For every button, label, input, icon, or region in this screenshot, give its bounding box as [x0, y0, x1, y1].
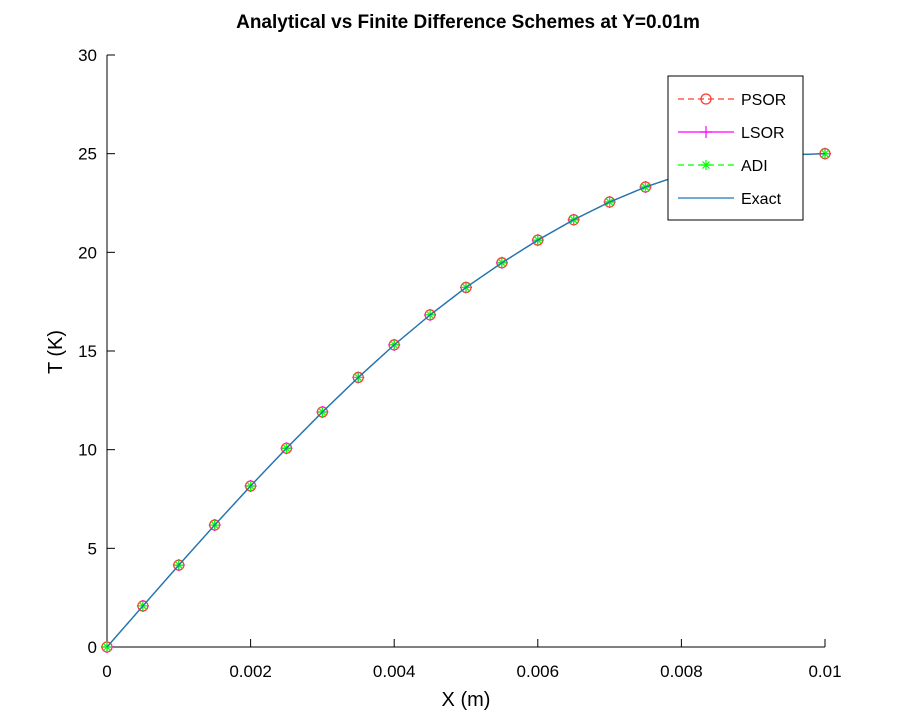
legend-item-psor: PSOR [678, 92, 786, 109]
x-tick-label: 0.01 [808, 662, 841, 681]
y-tick-label: 20 [78, 243, 97, 262]
y-tick-label: 25 [78, 145, 97, 164]
data-point-plus [700, 126, 712, 138]
series-exact [106, 152, 826, 648]
x-tick-label: 0.006 [517, 662, 560, 681]
axes: 0 0.002 0.004 0.006 0.008 0.01 0 5 10 15 20 25 30 [78, 46, 841, 681]
legend-item-adi: ADI [678, 158, 768, 175]
y-tick-label: 30 [78, 46, 97, 65]
legend-label: LSOR [741, 125, 785, 142]
legend-label: PSOR [741, 92, 786, 109]
series-layer [101, 147, 831, 653]
y-tick-label: 15 [78, 342, 97, 361]
data-point-asterisk [820, 148, 830, 159]
legend: PSOR LSOR ADI Exact [667, 75, 804, 221]
x-tick-label: 0.008 [660, 662, 703, 681]
series-adi [102, 148, 830, 652]
y-tick-label: 0 [88, 638, 97, 657]
data-point-asterisk [701, 160, 711, 170]
data-point-circle [700, 93, 712, 105]
x-tick-label: 0.004 [373, 662, 416, 681]
legend-label: Exact [741, 191, 782, 208]
x-tick-label: 0 [102, 662, 111, 681]
series-line-adi [106, 153, 826, 648]
chart-title: Analytical vs Finite Difference Schemes … [236, 12, 700, 33]
y-tick-label: 10 [78, 441, 97, 460]
series-line-exact [106, 152, 826, 648]
legend-item-lsor: LSOR [678, 125, 785, 142]
series-line-psor [106, 153, 826, 648]
series-psor [101, 148, 831, 653]
y-axis-label: T (K) [45, 330, 67, 374]
legend-item-exact: Exact [678, 191, 782, 208]
x-tick-label: 0.002 [229, 662, 272, 681]
series-lsor [101, 147, 831, 653]
y-tick-label: 5 [88, 539, 97, 558]
x-axis-label: X (m) [442, 689, 491, 711]
series-line-lsor [106, 153, 826, 648]
legend-label: ADI [741, 158, 768, 175]
legend-box [667, 75, 804, 221]
